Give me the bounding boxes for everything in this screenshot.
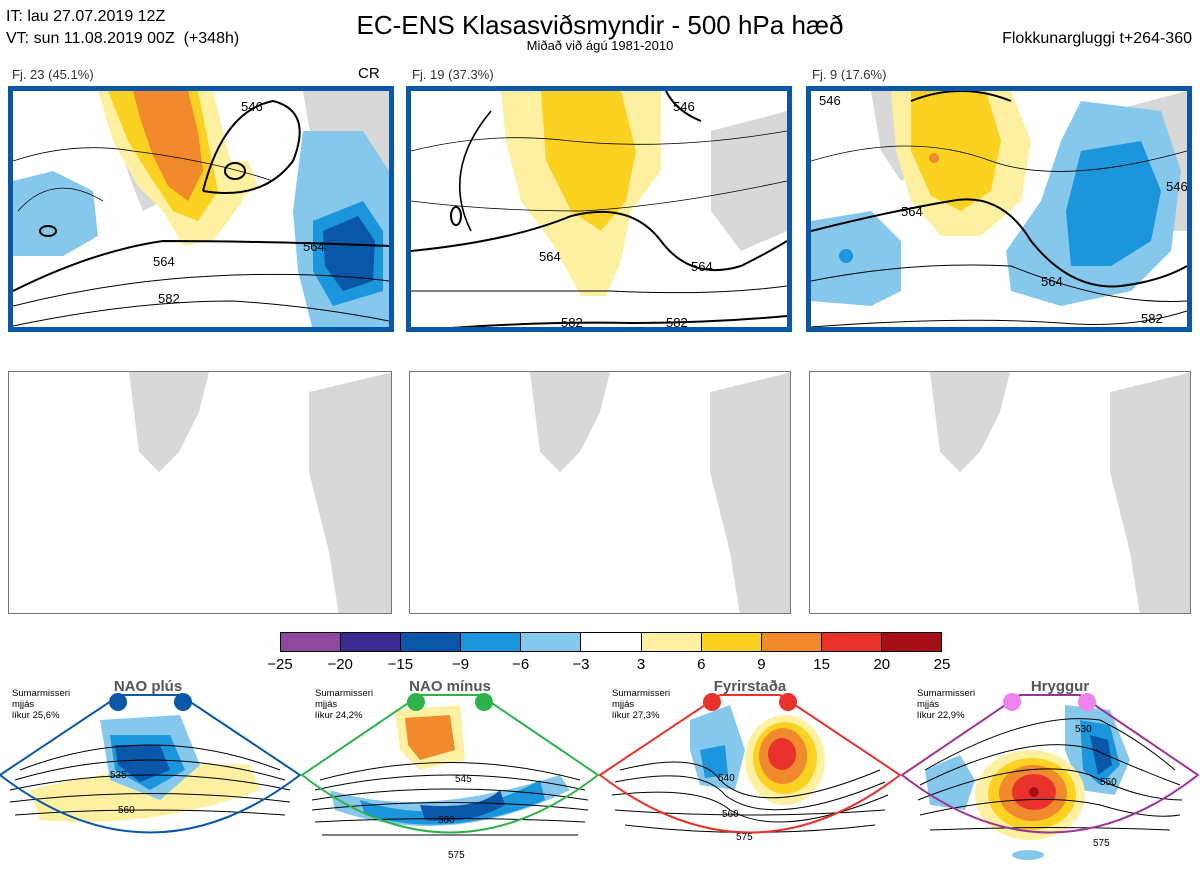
regime-2-contour-label-3: 575 [448, 850, 465, 861]
colorbar-bin [461, 633, 522, 651]
regime-4-contour-label-2: 550 [1100, 777, 1117, 788]
cluster-2-contour-label-5: 582 [666, 315, 688, 327]
cluster-3-contour-label-4: 582 [1141, 311, 1163, 326]
cluster-1-label: Fj. 23 (45.1%) [12, 67, 94, 82]
regime-4-meta: Sumarmisseri mjjás líkur 22,9% [917, 688, 976, 721]
regime-1-dot-right [174, 693, 192, 711]
empty-map-3 [809, 371, 1191, 614]
cluster-1-map: 546 564 564 582 [8, 86, 394, 332]
colorbar-tick-label: −20 [327, 656, 353, 673]
cluster-2-contour-label-1: 546 [673, 99, 695, 114]
cluster-3-map: 546 564 564 582 546 [806, 86, 1192, 332]
colorbar-bin [521, 633, 582, 651]
cluster-3-contour-label-3: 564 [1041, 274, 1063, 289]
regime-1-contour-label-1: 535 [110, 770, 127, 781]
regime-3-contour-label-1: 540 [718, 773, 735, 784]
cluster-1-tag: CR [358, 65, 380, 82]
initial-time: IT: lau 27.07.2019 12Z [6, 8, 166, 25]
regime-2-dot-left [407, 693, 425, 711]
regime-4-dot-left [1003, 693, 1021, 711]
clustering-window: Flokkunargluggi t+264-360 [1002, 30, 1192, 47]
cluster-3-label: Fj. 9 (17.6%) [812, 67, 887, 82]
contour-582 [811, 310, 1187, 327]
run-info: IT: lau 27.07.2019 12Z VT: sun 11.08.2019… [6, 6, 239, 50]
colorbar-tick-label: −3 [572, 656, 590, 673]
colorbar-tick-label: 20 [873, 656, 891, 673]
regime-4-contour-label-1: 530 [1075, 724, 1092, 735]
regime-1-meta: Sumarmisseri mjjás líkur 25,6% [12, 688, 71, 721]
colorbar-bin [341, 633, 402, 651]
colorbar-tick-label: 25 [933, 656, 951, 673]
regime-1-contour-label-2: 560 [118, 805, 135, 816]
cluster-3-contour-label-2: 564 [901, 204, 923, 219]
regime-2-title: NAO mínus [409, 678, 491, 695]
regime-4-contour-label-3: 575 [1093, 838, 1110, 849]
cluster-3-contour-label-5: 546 [1166, 179, 1187, 194]
colorbar-tick-label: −25 [267, 656, 293, 673]
regime-2-contour-label-1: 545 [455, 774, 472, 785]
colorbar-tick-label: −15 [387, 656, 414, 673]
regime-3-title: Fyrirstaða [713, 678, 787, 695]
valid-time: VT: sun 11.08.2019 00Z (+348h) [6, 30, 240, 47]
contour-582 [13, 300, 389, 327]
regime-3-contour-label-3: 575 [736, 832, 753, 843]
colorbar-tick-label: −6 [512, 656, 530, 673]
colorbar-tick-label: −9 [451, 656, 470, 673]
cluster-1-contour-label-3: 564 [153, 254, 175, 269]
cluster-2-contour-label-3: 564 [691, 259, 713, 274]
cluster-2-contour-label-2: 564 [539, 249, 561, 264]
colorbar-bin [821, 633, 882, 651]
regime-1-dot-left [109, 693, 127, 711]
empty-map-2 [409, 371, 791, 614]
colorbar [280, 632, 942, 652]
regime-2-contour-label-2: 560 [438, 815, 455, 826]
colorbar-tick-label: 3 [636, 656, 646, 673]
regime-3-meta: Sumarmisseri mjjás líkur 27,3% [612, 688, 671, 721]
regime-4-fan: 530 550 575 [900, 694, 1200, 860]
cluster-1-contour-label-2: 564 [303, 239, 325, 254]
colorbar-bin [761, 633, 822, 651]
regime-4-dot-right [1078, 693, 1096, 711]
cluster-1-contour-label-1: 546 [241, 99, 263, 114]
regime-2-meta: Sumarmisseri mjjás líkur 24,2% [315, 688, 374, 721]
anomaly-blue-west [13, 171, 98, 256]
regime-fans: 535 560 545 560 575 [0, 693, 1200, 861]
cluster-3-contour-label-1: 546 [819, 93, 841, 108]
cluster-1-contour-label-4: 582 [158, 291, 180, 306]
regime-2-fan: 545 560 575 [300, 694, 600, 861]
regime-1-fan: 535 560 [0, 694, 302, 834]
cluster-2-map: 546 564 564 582 582 [406, 86, 792, 332]
colorbar-bin [641, 633, 702, 651]
colorbar-tick-label: 15 [813, 656, 830, 673]
empty-map-1 [8, 371, 392, 614]
chart-title: EC-ENS Klasasviðsmyndir - 500 hPa hæð [356, 10, 844, 40]
colorbar-bin [701, 633, 762, 651]
cluster-2-contour-label-4: 582 [561, 315, 583, 327]
regime-3-dot-right [779, 693, 797, 711]
colorbar-bin [281, 633, 342, 651]
colorbar-tick-label: 9 [757, 656, 766, 673]
contour-564 [13, 239, 389, 292]
regime-3-dot-left [703, 693, 721, 711]
colorbar-bin [881, 633, 942, 651]
regime-2-dot-right [475, 693, 493, 711]
contour-564 [411, 210, 787, 272]
chart-subtitle: Miðað við ágú 1981-2010 [526, 38, 674, 53]
colorbar-tick-label: 6 [697, 656, 706, 673]
regime-1-title: NAO plús [113, 678, 183, 695]
contour-564 [811, 198, 1187, 288]
cluster-2-label: Fj. 19 (37.3%) [412, 67, 494, 82]
regime-4-title: Hryggur [1030, 678, 1090, 695]
colorbar-bin [401, 633, 462, 651]
colorbar-bin [581, 633, 642, 651]
regime-3-fan: 540 560 575 [598, 694, 902, 843]
contour-582 [450, 315, 787, 327]
regime-3-contour-label-2: 560 [722, 809, 739, 820]
